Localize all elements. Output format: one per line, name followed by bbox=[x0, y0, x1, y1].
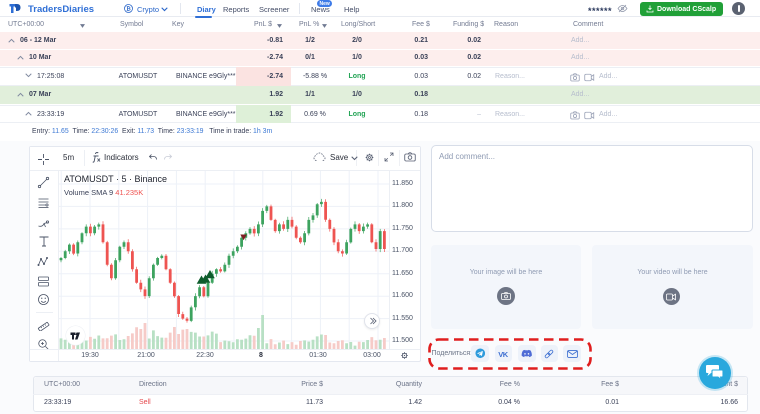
svg-text:₿: ₿ bbox=[126, 6, 131, 13]
